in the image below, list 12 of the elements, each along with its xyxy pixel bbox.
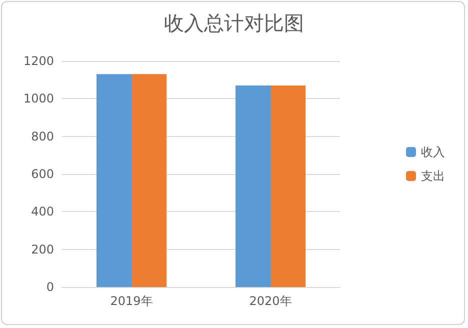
y-tick-label: 200 (31, 242, 54, 256)
y-tick-label: 1200 (23, 54, 54, 68)
legend-label: 支出 (421, 169, 445, 183)
chart-title: 收入总计对比图 (164, 11, 304, 35)
y-tick-label: 600 (31, 167, 54, 181)
y-tick-label: 1000 (23, 92, 54, 106)
y-tick-label: 400 (31, 204, 54, 219)
legend-label: 收入 (421, 145, 445, 159)
x-tick-label: 2020年 (249, 294, 292, 308)
x-tick-label: 2019年 (110, 294, 153, 308)
y-tick-label: 0 (46, 280, 54, 294)
y-tick-label: 800 (31, 129, 54, 144)
